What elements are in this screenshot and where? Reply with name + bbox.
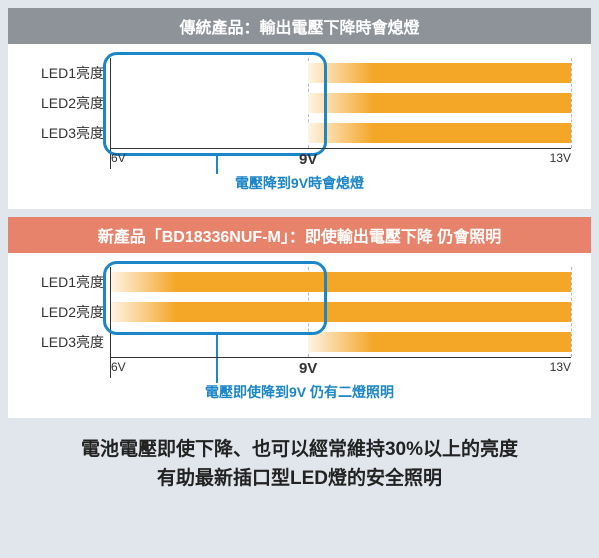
footer-line-2: 有助最新插口型LED燈的安全照明 xyxy=(8,465,591,494)
row-label: LED3亮度 xyxy=(28,327,104,357)
grid-line xyxy=(571,58,572,148)
bar-row xyxy=(111,297,571,327)
bar-row xyxy=(111,327,571,357)
bar xyxy=(308,63,571,83)
row-label: LED3亮度 xyxy=(28,118,104,148)
bar xyxy=(308,93,571,113)
panel-header: 傳統產品：輸出電壓下降時會熄燈 xyxy=(8,8,591,44)
row-label: LED2亮度 xyxy=(28,297,104,327)
bar xyxy=(308,123,571,143)
grid-line xyxy=(571,267,572,357)
x-axis: 6V 9V 13V xyxy=(111,148,571,169)
bar xyxy=(111,302,571,322)
row-label: LED2亮度 xyxy=(28,88,104,118)
panel-body: LED1亮度LED2亮度LED3亮度6V9V13V電壓即使降到9V 仍有二燈照明 xyxy=(8,253,591,418)
axis-tick: 13V xyxy=(550,151,571,165)
bar-row xyxy=(111,118,571,148)
row-label: LED1亮度 xyxy=(28,267,104,297)
axis-tick: 9V xyxy=(299,151,317,168)
bar-row xyxy=(111,58,571,88)
panel-body: LED1亮度LED2亮度LED3亮度6V9V13V電壓降到9V時會熄燈 xyxy=(8,44,591,209)
row-labels: LED1亮度LED2亮度LED3亮度 xyxy=(28,58,110,148)
footer-line-1: 電池電壓即使下降、也可以經常維持30%以上的亮度 xyxy=(8,436,591,465)
callout-text: 電壓即使降到9V 仍有二燈照明 xyxy=(28,378,571,410)
bar xyxy=(308,332,571,352)
row-labels: LED1亮度LED2亮度LED3亮度 xyxy=(28,267,110,357)
callout-text: 電壓降到9V時會熄燈 xyxy=(28,169,571,201)
axis-tick: 6V xyxy=(111,360,126,374)
bar-row xyxy=(111,88,571,118)
panel-1: 新產品「BD18336NUF-M」：即使輸出電壓下降 仍會照明LED1亮度LED… xyxy=(8,217,591,418)
axis-tick: 13V xyxy=(550,360,571,374)
panel-0: 傳統產品：輸出電壓下降時會熄燈LED1亮度LED2亮度LED3亮度6V9V13V… xyxy=(8,8,591,209)
axis-tick: 9V xyxy=(299,360,317,377)
bar-row xyxy=(111,267,571,297)
panel-header: 新產品「BD18336NUF-M」：即使輸出電壓下降 仍會照明 xyxy=(8,217,591,253)
chart-plot: 6V 9V 13V xyxy=(110,267,571,378)
bar xyxy=(111,272,571,292)
x-axis: 6V 9V 13V xyxy=(111,357,571,378)
row-label: LED1亮度 xyxy=(28,58,104,88)
chart-plot: 6V 9V 13V xyxy=(110,58,571,169)
axis-tick: 6V xyxy=(111,151,126,165)
footer-text: 電池電壓即使下降、也可以經常維持30%以上的亮度 有助最新插口型LED燈的安全照… xyxy=(0,426,599,509)
